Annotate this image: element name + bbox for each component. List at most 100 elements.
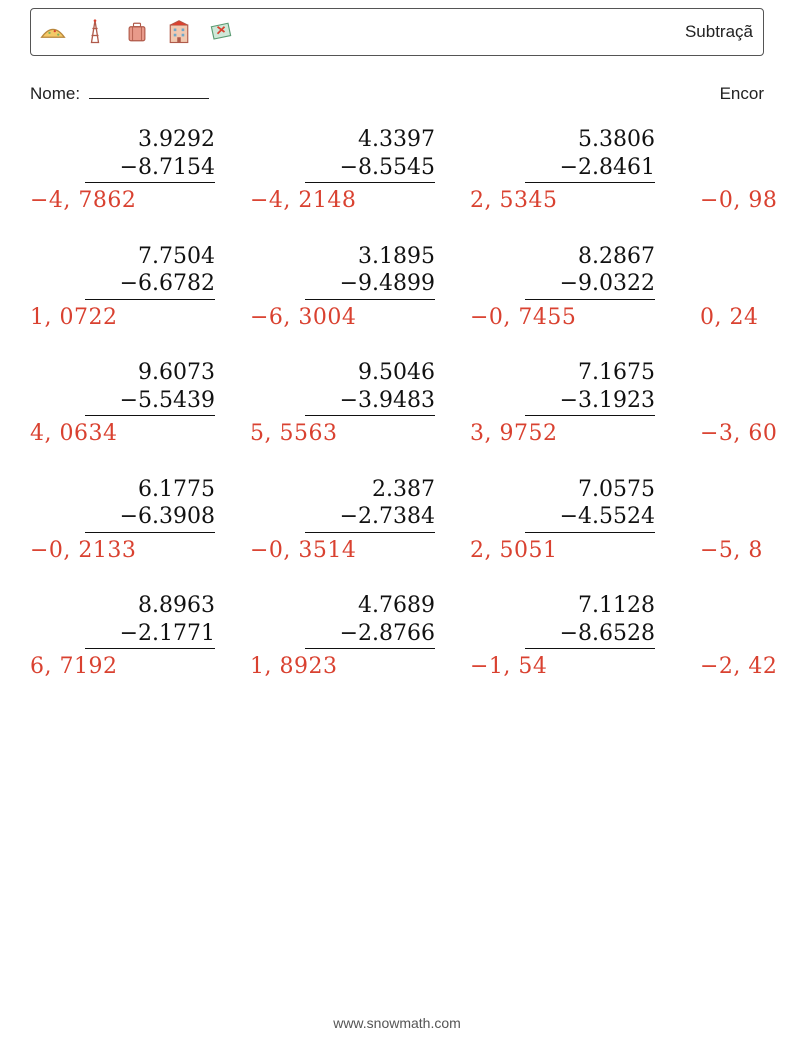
header-bar: Subtraçã (30, 8, 764, 56)
minuend: 2.387 (305, 476, 435, 504)
number-block: 7.1675−3.1923 (525, 359, 655, 416)
number-block: 9.6073−5.5439 (85, 359, 215, 416)
problem: 7.7504−6.6782 1, 0722 (30, 243, 250, 332)
subtrahend: −9.0322 (525, 270, 655, 300)
nome-blank-line (89, 98, 209, 99)
problem: −2, 42 (690, 592, 794, 681)
subtrahend: −2.1771 (85, 620, 215, 650)
minuend: 4.3397 (305, 126, 435, 154)
minuend: 3.9292 (85, 126, 215, 154)
ticket-icon (207, 18, 235, 46)
subtrahend: −5.5439 (85, 387, 215, 417)
number-block: 2.387−2.7384 (305, 476, 435, 533)
subtrahend: −2.8766 (305, 620, 435, 650)
problem-row: 7.7504−6.6782 1, 07223.1895−9.4899−6, 300… (30, 243, 794, 332)
problem: 5.3806−2.8461 2, 5345 (470, 126, 690, 215)
minuend: 8.2867 (525, 243, 655, 271)
header-title: Subtraçã (685, 22, 753, 42)
minuend: 9.6073 (85, 359, 215, 387)
number-block: 8.8963−2.1771 (85, 592, 215, 649)
answer: 4, 0634 (30, 420, 250, 448)
tower-icon (81, 18, 109, 46)
problem: 3.1895−9.4899−6, 3004 (250, 243, 470, 332)
nome-row: Nome: Encor (30, 84, 764, 104)
subtrahend: −6.6782 (85, 270, 215, 300)
problem-row: 3.9292−8.7154 −4, 7862 4.3397−8.5545 −4, 21… (30, 126, 794, 215)
answer: 0, 24 (700, 304, 794, 332)
answer: −5, 8 (700, 537, 794, 565)
number-block: 5.3806−2.8461 (525, 126, 655, 183)
answer: −0, 98 (700, 187, 794, 215)
problem-row: 6.1775−6.3908 −0, 2133 2.387−2.7384 −0, 351… (30, 476, 794, 565)
problem: 6.1775−6.3908 −0, 2133 (30, 476, 250, 565)
number-block: 4.7689−2.8766 (305, 592, 435, 649)
problem: 4.3397−8.5545 −4, 2148 (250, 126, 470, 215)
answer: −1, 54 (470, 653, 690, 681)
subtrahend: −8.6528 (525, 620, 655, 650)
answer: 1, 8923 (250, 653, 470, 681)
footer-text: www.snowmath.com (0, 1015, 794, 1031)
problem-row: 9.6073−5.5439 4, 0634 9.5046−3.9483 5, 5563… (30, 359, 794, 448)
subtrahend: −4.5524 (525, 503, 655, 533)
problem: 8.2867−9.0322−0, 7455 (470, 243, 690, 332)
minuend: 7.7504 (85, 243, 215, 271)
number-block: 4.3397−8.5545 (305, 126, 435, 183)
nome-label: Nome: (30, 84, 209, 104)
subtrahend: −9.4899 (305, 270, 435, 300)
problem: 2.387−2.7384 −0, 3514 (250, 476, 470, 565)
subtrahend: −8.5545 (305, 154, 435, 184)
answer: 3, 9752 (470, 420, 690, 448)
problem: −3, 60 (690, 359, 794, 448)
subtrahend: −6.3908 (85, 503, 215, 533)
minuend: 7.1675 (525, 359, 655, 387)
number-block: 3.9292−8.7154 (85, 126, 215, 183)
problem: 4.7689−2.8766 1, 8923 (250, 592, 470, 681)
answer: −0, 3514 (250, 537, 470, 565)
answer: 2, 5051 (470, 537, 690, 565)
problem: 7.0575−4.5524 2, 5051 (470, 476, 690, 565)
number-block: 7.0575−4.5524 (525, 476, 655, 533)
taco-icon (39, 18, 67, 46)
answer: 6, 7192 (30, 653, 250, 681)
problem: 0, 24 (690, 243, 794, 332)
number-block: 7.1128−8.6528 (525, 592, 655, 649)
answer: −3, 60 (700, 420, 794, 448)
number-block: 6.1775−6.3908 (85, 476, 215, 533)
minuend: 8.8963 (85, 592, 215, 620)
problem: 8.8963−2.1771 6, 7192 (30, 592, 250, 681)
answer: −4, 2148 (250, 187, 470, 215)
problem: 9.5046−3.9483 5, 5563 (250, 359, 470, 448)
minuend: 7.1128 (525, 592, 655, 620)
answer: 2, 5345 (470, 187, 690, 215)
answer: 5, 5563 (250, 420, 470, 448)
right-label: Encor (720, 84, 764, 104)
problem: 9.6073−5.5439 4, 0634 (30, 359, 250, 448)
hotel-icon (165, 18, 193, 46)
number-block: 7.7504−6.6782 (85, 243, 215, 300)
answer: 1, 0722 (30, 304, 250, 332)
number-block: 9.5046−3.9483 (305, 359, 435, 416)
subtrahend: −3.1923 (525, 387, 655, 417)
minuend: 6.1775 (85, 476, 215, 504)
minuend: 3.1895 (305, 243, 435, 271)
answer: −2, 42 (700, 653, 794, 681)
subtrahend: −2.7384 (305, 503, 435, 533)
suitcase-icon (123, 18, 151, 46)
problem-grid: 3.9292−8.7154 −4, 7862 4.3397−8.5545 −4, 21… (0, 126, 794, 681)
problem: −5, 8 (690, 476, 794, 565)
subtrahend: −8.7154 (85, 154, 215, 184)
number-block: 8.2867−9.0322 (525, 243, 655, 300)
problem: 3.9292−8.7154 −4, 7862 (30, 126, 250, 215)
subtrahend: −2.8461 (525, 154, 655, 184)
subtrahend: −3.9483 (305, 387, 435, 417)
nome-label-text: Nome: (30, 84, 80, 103)
answer: −4, 7862 (30, 187, 250, 215)
number-block: 3.1895−9.4899 (305, 243, 435, 300)
answer: −0, 2133 (30, 537, 250, 565)
minuend: 5.3806 (525, 126, 655, 154)
minuend: 9.5046 (305, 359, 435, 387)
problem-row: 8.8963−2.1771 6, 7192 4.7689−2.8766 1, 8923… (30, 592, 794, 681)
problem: −0, 98 (690, 126, 794, 215)
minuend: 7.0575 (525, 476, 655, 504)
problem: 7.1675−3.1923 3, 9752 (470, 359, 690, 448)
